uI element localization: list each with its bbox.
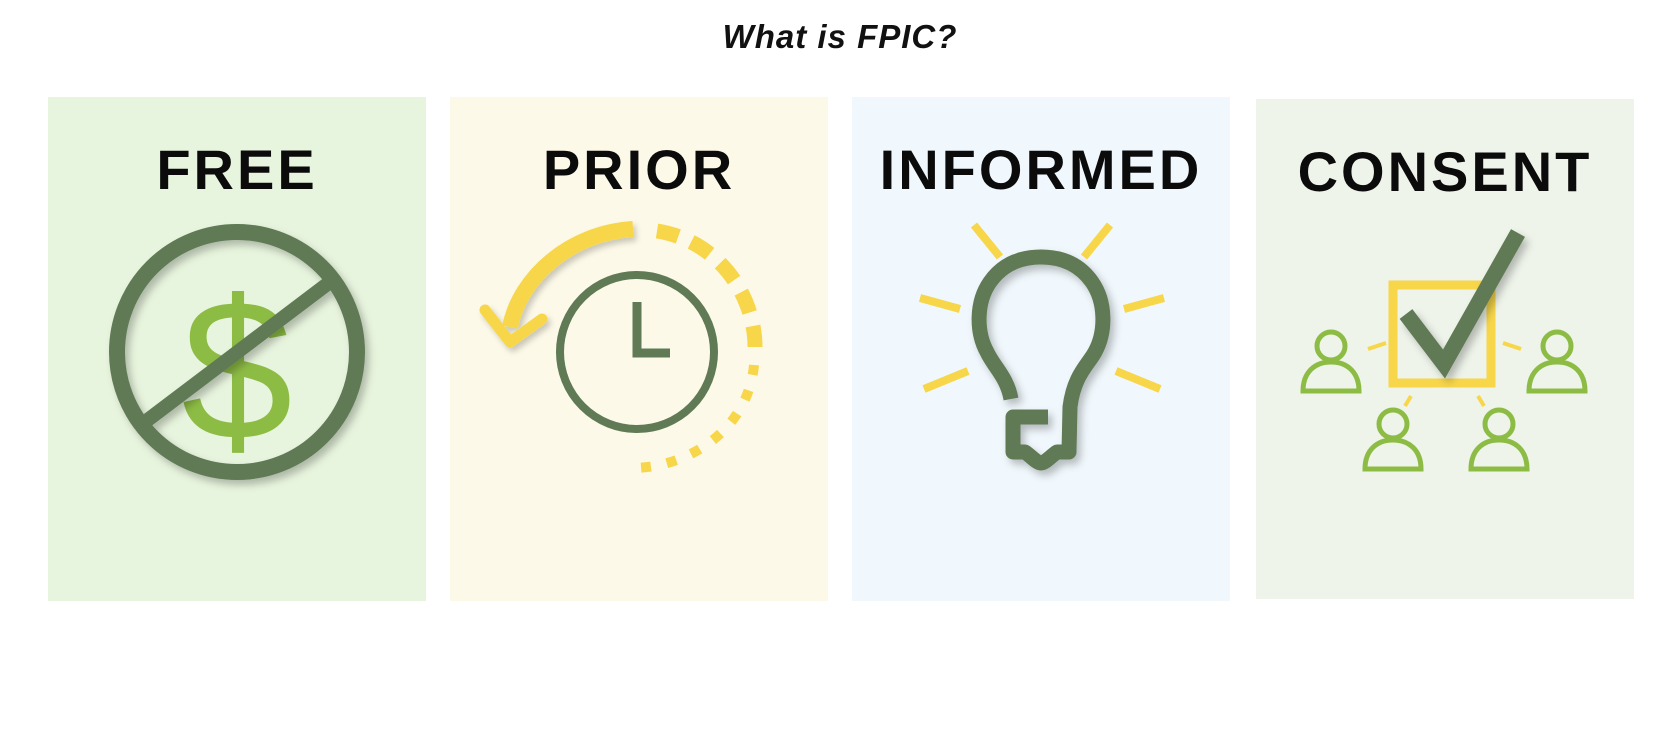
card-informed: INFORMED — [852, 97, 1230, 601]
card-label-free: FREE — [156, 138, 318, 201]
person-icon-left — [1300, 329, 1362, 394]
lightbulb-icon — [918, 222, 1166, 471]
page-title: What is FPIC? — [722, 18, 958, 55]
card-label-informed: INFORMED — [879, 138, 1203, 201]
checkbox-people-icon — [1300, 229, 1588, 472]
clock-rewind-icon — [479, 221, 763, 473]
card-free: FREE $ — [48, 97, 426, 601]
person-icon-bottom-right — [1468, 407, 1530, 472]
card-consent: CONSENT — [1256, 99, 1634, 599]
no-money-icon: $ — [109, 224, 365, 482]
card-label-prior: PRIOR — [542, 138, 736, 201]
card-label-consent: CONSENT — [1297, 140, 1593, 203]
card-prior: PRIOR — [450, 97, 828, 601]
person-icon-bottom-left — [1362, 407, 1424, 472]
svg-text:$: $ — [181, 259, 292, 482]
person-icon-right — [1526, 329, 1588, 394]
